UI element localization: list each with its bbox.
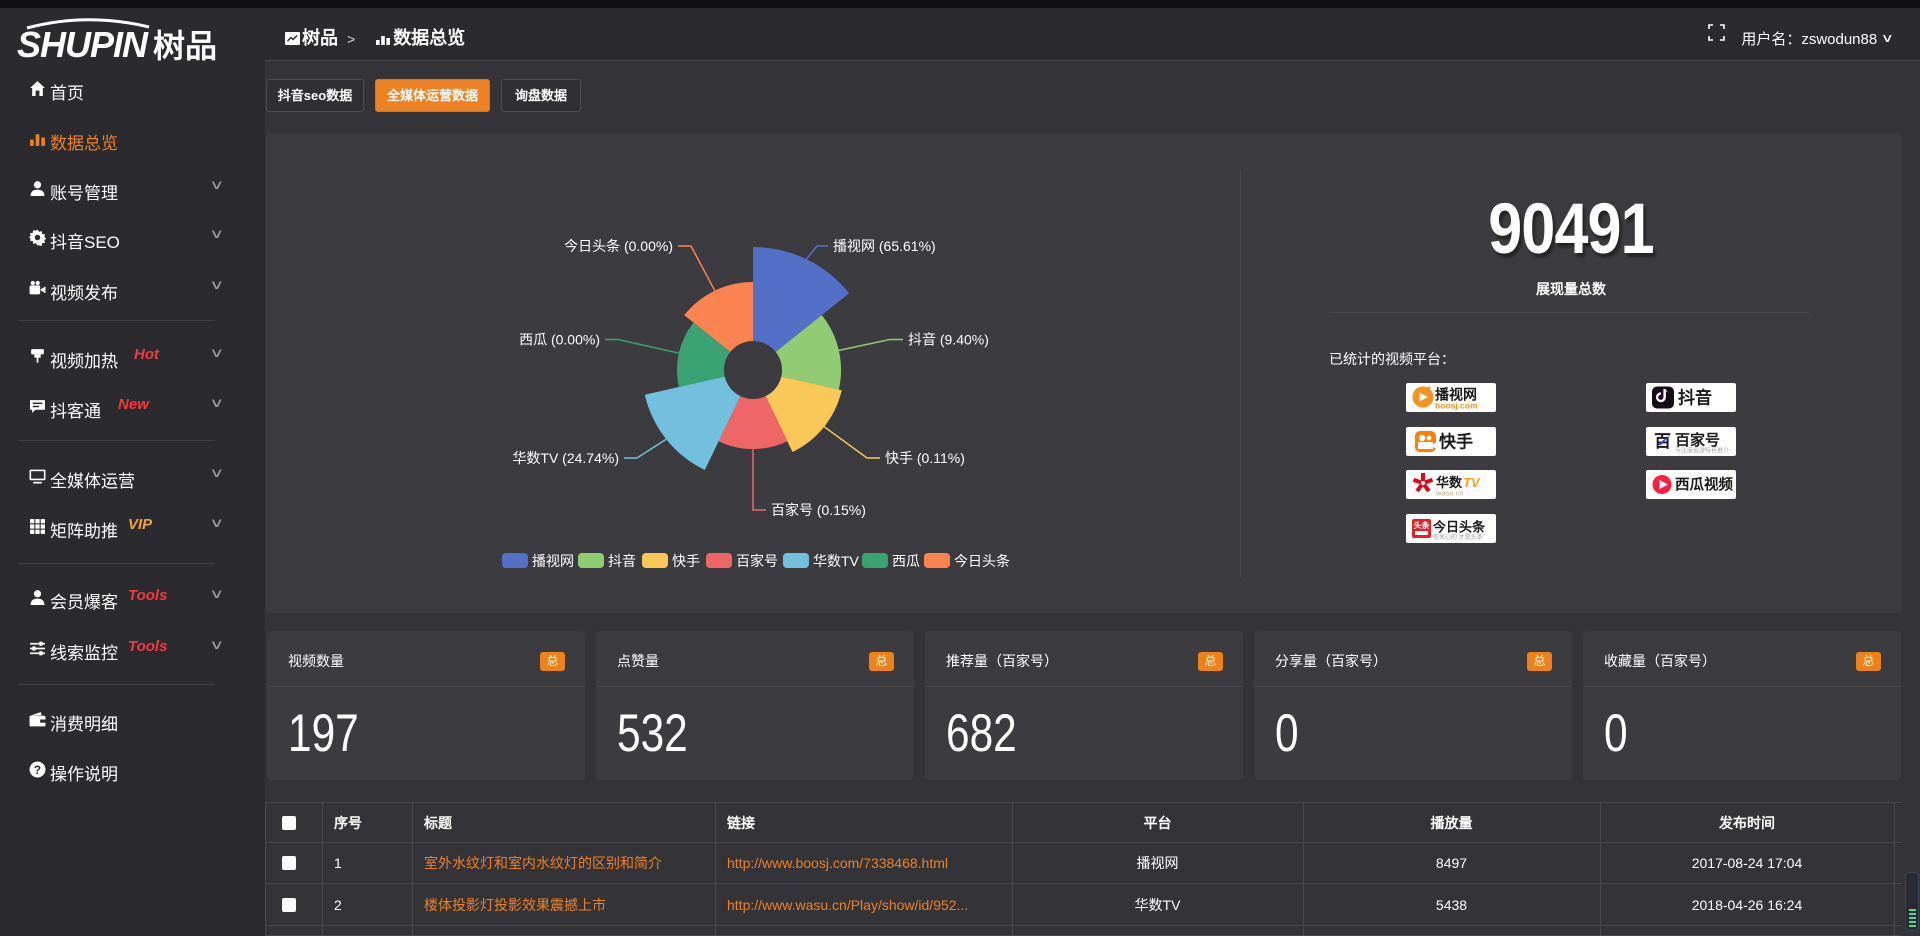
svg-text:抖音: 抖音 xyxy=(1678,388,1712,408)
svg-text:播视网 (65.61%): 播视网 (65.61%) xyxy=(833,238,936,254)
svg-text:今日头条: 今日头条 xyxy=(1432,520,1486,535)
svg-text:wasu.cn: wasu.cn xyxy=(1435,489,1464,498)
svg-text:抖音 (9.40%): 抖音 (9.40%) xyxy=(908,332,989,348)
svg-text:西瓜 (0.00%): 西瓜 (0.00%) xyxy=(519,332,600,348)
svg-text:头条: 头条 xyxy=(1414,520,1431,530)
svg-text:百家号 (0.15%): 百家号 (0.15%) xyxy=(771,502,866,518)
svg-text:西瓜视频: 西瓜视频 xyxy=(1675,476,1733,494)
svg-text:百家号: 百家号 xyxy=(1675,431,1720,449)
svg-text:快手 (0.11%): 快手 (0.11%) xyxy=(885,450,965,466)
svg-text:华数TV (24.74%): 华数TV (24.74%) xyxy=(512,450,619,466)
svg-text:华数TV: 华数TV xyxy=(813,553,860,569)
svg-text:华数: 华数 xyxy=(1436,475,1463,490)
svg-text:你关心的 才是头条: 你关心的 才是头条 xyxy=(1433,533,1483,541)
svg-text:SHUPIN: SHUPIN xyxy=(17,24,149,65)
svg-text:百家号: 百家号 xyxy=(736,553,778,569)
svg-text:树品: 树品 xyxy=(153,28,217,64)
svg-text:TV: TV xyxy=(1463,475,1481,490)
svg-text:今日头条: 今日头条 xyxy=(954,553,1010,569)
svg-text:西瓜: 西瓜 xyxy=(892,553,920,569)
svg-text:快手: 快手 xyxy=(1439,432,1473,452)
svg-text:专注度假游特色推介: 专注度假游特色推介 xyxy=(1675,447,1729,455)
svg-text:今日头条 (0.00%): 今日头条 (0.00%) xyxy=(564,238,673,254)
svg-text:boosj.com: boosj.com xyxy=(1435,401,1478,411)
svg-text:抖音: 抖音 xyxy=(608,553,636,569)
svg-text:播视网: 播视网 xyxy=(532,553,574,569)
svg-text:快手: 快手 xyxy=(672,553,700,569)
svg-text:播视网: 播视网 xyxy=(1435,387,1477,403)
svg-text:?: ? xyxy=(34,764,41,777)
